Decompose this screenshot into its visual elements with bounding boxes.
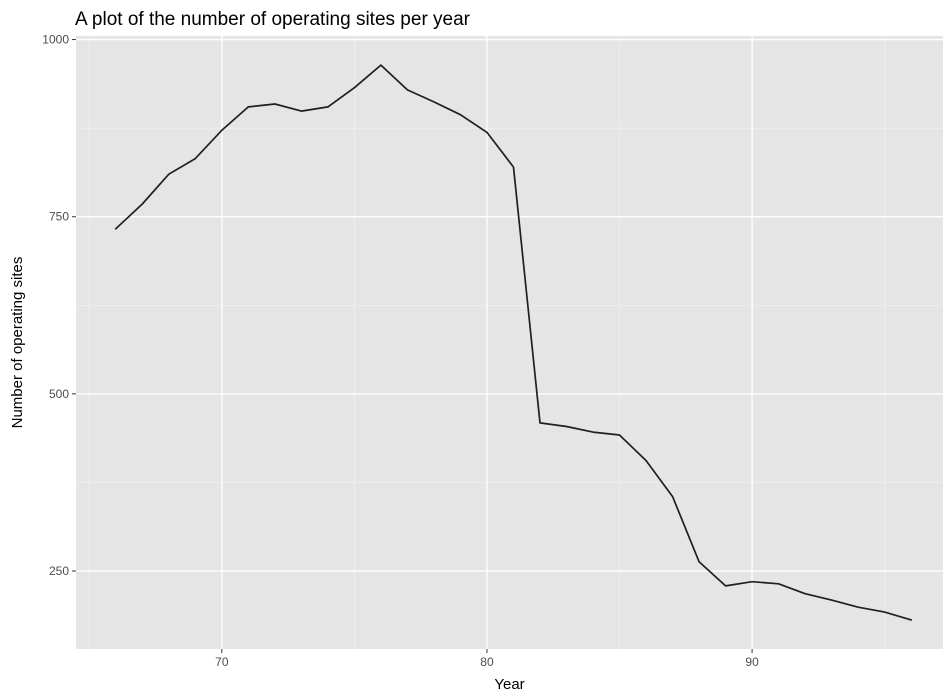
major-gridlines-x bbox=[221, 36, 753, 649]
series-line-operating-sites bbox=[114, 64, 913, 621]
minor-gridlines-y bbox=[76, 127, 943, 483]
y-tick-label: 750 bbox=[49, 210, 69, 224]
x-axis-title: Year bbox=[494, 676, 524, 692]
chart-title: A plot of the number of operating sites … bbox=[75, 9, 471, 30]
plot-panel bbox=[76, 36, 943, 649]
y-tick-label: 1000 bbox=[42, 33, 69, 47]
y-tick-label: 500 bbox=[49, 387, 69, 401]
minor-gridlines-x bbox=[88, 36, 886, 649]
x-axis-ticks: 70 80 90 bbox=[215, 649, 759, 669]
y-tick-label: 250 bbox=[49, 564, 69, 578]
major-gridlines-y bbox=[76, 38, 943, 572]
series-layer bbox=[114, 64, 913, 621]
y-axis-title: Number of operating sites bbox=[9, 257, 26, 429]
x-tick-label: 90 bbox=[745, 655, 759, 669]
x-tick-label: 70 bbox=[215, 655, 229, 669]
y-axis-ticks: 250 500 750 1000 bbox=[42, 33, 76, 578]
x-tick-label: 80 bbox=[480, 655, 494, 669]
